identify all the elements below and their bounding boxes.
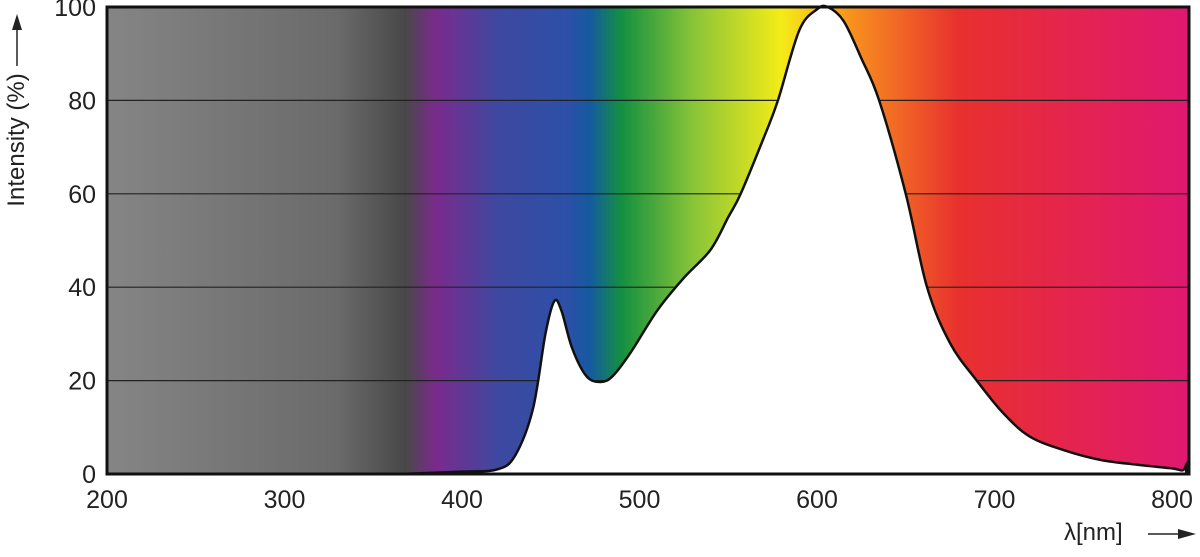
x-axis-arrow-icon	[1148, 529, 1196, 539]
plot-frame	[105, 5, 1191, 476]
y-axis-label: Intensity (%)	[3, 73, 30, 206]
y-tick-label: 80	[68, 87, 96, 115]
x-tick-label: 600	[796, 486, 838, 514]
emission-curve-area	[399, 4, 1188, 476]
y-tick-label: 20	[68, 368, 96, 396]
x-tick-label: 800	[1151, 486, 1193, 514]
y-axis-arrow-icon	[12, 14, 22, 66]
y-tick-label: 60	[68, 181, 96, 209]
y-tick-label: 100	[54, 0, 96, 22]
x-tick-label: 500	[619, 486, 661, 514]
x-tick-label: 400	[441, 486, 483, 514]
x-tick-label: 700	[974, 486, 1016, 514]
x-axis-label: λ[nm]	[1064, 519, 1123, 546]
y-tick-label: 0	[82, 461, 96, 489]
x-tick-label: 300	[264, 486, 306, 514]
y-tick-label: 40	[68, 274, 96, 302]
x-tick-label: 200	[86, 486, 128, 514]
